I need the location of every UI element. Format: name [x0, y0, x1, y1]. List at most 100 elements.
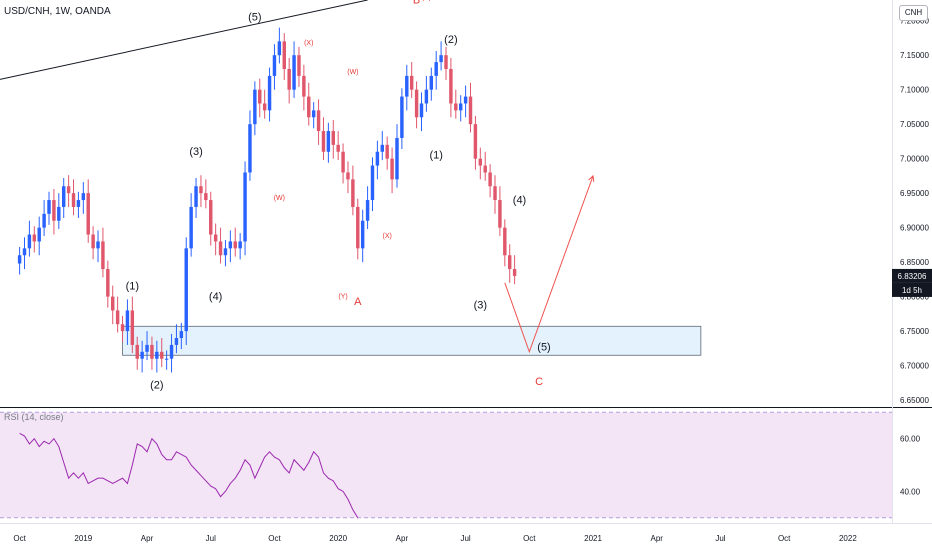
candle-body [370, 165, 375, 201]
candle-body [199, 186, 203, 194]
price-tick-label: 7.00000 [900, 155, 929, 164]
price-badges: 6.83206 1d 5h [892, 268, 932, 297]
candle-body [27, 234, 32, 249]
price-tick-label: 7.20000 [900, 17, 929, 26]
wave-label: (W) [347, 69, 358, 76]
price-tick-label: 7.05000 [900, 120, 929, 129]
wave-label: (1) [429, 150, 442, 162]
candle-body [179, 331, 184, 339]
price-tick-label: 7.10000 [900, 86, 929, 95]
candle-body [326, 131, 331, 152]
candle-body [258, 89, 262, 104]
rsi-band [0, 412, 892, 518]
candle-body [213, 234, 218, 242]
candle-body [302, 75, 306, 97]
wave-label: (5) [537, 341, 550, 353]
candle-body [223, 248, 228, 256]
candle-body [429, 75, 434, 90]
wave-label: (2) [444, 34, 457, 46]
candle-body [228, 241, 233, 249]
candle-body [106, 269, 110, 297]
wave-label: (X) [383, 233, 392, 240]
price-tick-label: 6.95000 [900, 189, 929, 198]
rsi-tick-label: 40.00 [900, 487, 921, 496]
time-tick-label: Apr [141, 534, 154, 543]
candle-body [483, 165, 487, 173]
price-tick-label: 6.90000 [900, 224, 929, 233]
candle-body [385, 144, 389, 159]
candle-body [395, 137, 399, 180]
candle-body [253, 89, 257, 125]
candle-body [135, 344, 139, 359]
wave-label: (2) [150, 379, 163, 391]
candle-body [86, 193, 90, 235]
candle-body [463, 96, 468, 104]
candle-body [22, 248, 27, 256]
rsi-indicator-label[interactable]: RSI (14, close) [4, 412, 64, 422]
candle-body [37, 227, 41, 242]
candle-body [169, 344, 174, 359]
candle-body [184, 248, 188, 332]
candle-body [341, 151, 345, 173]
time-tick-label: Oct [268, 534, 281, 543]
time-tick-label: Oct [523, 534, 536, 543]
candle-body [351, 179, 355, 207]
candle-body [321, 131, 326, 152]
candle-body [233, 241, 237, 249]
candle-body [473, 124, 478, 159]
candle-body [444, 55, 448, 69]
candle-body [365, 200, 370, 221]
candle-body [331, 131, 335, 145]
candle-body [150, 344, 154, 359]
candle-body [449, 68, 453, 104]
wave-label: (Y) [422, 0, 431, 1]
time-tick-label: 2022 [839, 534, 857, 543]
time-tick-label: Oct [778, 534, 791, 543]
candle-body [17, 255, 22, 264]
candle-body [189, 206, 193, 249]
candle-body [111, 296, 115, 311]
candlestick-series [17, 27, 517, 373]
wave-label: (X) [304, 40, 313, 47]
currency-badge[interactable]: CNH [899, 5, 928, 21]
wave-label: (W) [274, 195, 285, 202]
candle-body [57, 206, 61, 221]
wave-label: (Y) [338, 294, 347, 301]
candle-body [507, 255, 512, 270]
candle-body [488, 172, 492, 187]
wave-label: (4) [513, 195, 526, 207]
price-tick-label: 6.65000 [900, 396, 929, 405]
price-axis[interactable]: 7.20000 7.15000 7.10000 7.05000 7.00000 6.950… [900, 17, 929, 405]
rsi-axis[interactable]: 60.00 40.00 [900, 435, 921, 497]
candle-body [414, 89, 419, 118]
time-tick-label: Jul [206, 534, 216, 543]
time-axis[interactable]: Oct 2019 Apr Jul Oct 2020 Apr Jul Oct 2021 Apr Jul O… [13, 534, 857, 543]
candle-body [164, 358, 169, 360]
candle-body [71, 193, 76, 207]
price-tick-label: 6.75000 [900, 327, 929, 336]
projection-arrowhead [588, 174, 595, 182]
rsi-line [19, 432, 359, 518]
candle-body [76, 200, 81, 207]
candle-body [120, 324, 125, 332]
candle-body [262, 103, 267, 111]
candle-body [478, 158, 483, 166]
demand-zone [122, 325, 702, 356]
candle-body [174, 338, 179, 345]
symbol-label[interactable]: USD/CNH, 1W, OANDA [4, 6, 111, 17]
wave-label: (1) [126, 281, 139, 293]
candle-body [96, 241, 100, 249]
wave-label: B [413, 0, 420, 6]
drawings-layer [0, 0, 595, 354]
candle-body [419, 103, 424, 118]
candle-body [160, 351, 164, 359]
candle-body [218, 241, 223, 256]
time-tick-label: Apr [651, 534, 664, 543]
candle-body [91, 234, 95, 249]
candle-body [292, 55, 296, 90]
candle-body [238, 241, 242, 249]
countdown-value: 1d 5h [902, 286, 922, 295]
candle-body [61, 186, 66, 207]
candle-body [130, 310, 135, 345]
